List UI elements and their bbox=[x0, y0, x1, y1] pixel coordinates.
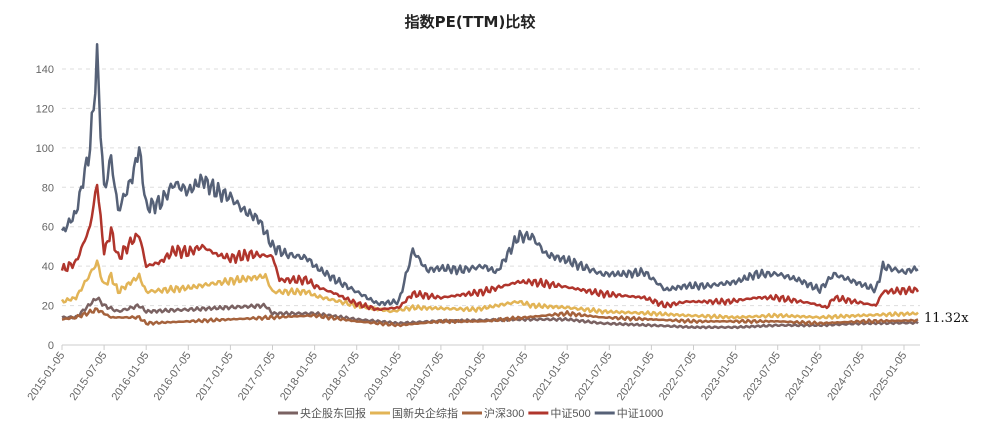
x-tick-label: 2015-07-05 bbox=[67, 350, 109, 403]
x-tick-label: 2016-07-05 bbox=[152, 350, 194, 403]
x-tick-label: 2023-01-05 bbox=[699, 350, 741, 403]
y-tick-label: 100 bbox=[36, 143, 54, 155]
series-line-2 bbox=[61, 307, 919, 328]
legend-item[interactable]: 中证500 bbox=[528, 407, 591, 420]
legend-label: 中证500 bbox=[550, 407, 590, 420]
x-tick-label: 2023-07-05 bbox=[741, 350, 783, 403]
x-tick-label: 2025-01-05 bbox=[867, 350, 909, 403]
y-tick-label: 80 bbox=[42, 182, 54, 194]
series-line-1 bbox=[60, 259, 919, 320]
y-tick-label: 20 bbox=[42, 301, 54, 313]
x-tick-label: 2018-01-05 bbox=[278, 350, 320, 403]
x-tick-label: 2020-01-05 bbox=[446, 350, 488, 403]
legend-label: 沪深300 bbox=[484, 406, 524, 420]
x-tick-label: 2017-01-05 bbox=[194, 350, 236, 403]
x-tick-label: 2021-07-05 bbox=[573, 350, 615, 403]
x-tick-label: 2015-01-05 bbox=[25, 350, 67, 403]
x-tick-label: 2019-01-05 bbox=[362, 350, 404, 403]
x-tick-label: 2024-07-05 bbox=[825, 350, 867, 403]
y-tick-label: 140 bbox=[36, 64, 54, 76]
y-tick-label: 60 bbox=[42, 222, 54, 234]
series-line-4 bbox=[60, 42, 919, 307]
y-tick-label: 40 bbox=[42, 261, 54, 273]
x-tick-label: 2019-07-05 bbox=[404, 350, 446, 403]
legend-label: 国新央企综指 bbox=[392, 406, 458, 420]
latest-value-annotation: 11.32x bbox=[924, 311, 969, 326]
y-tick-label: 120 bbox=[36, 103, 54, 115]
legend-item[interactable]: 沪深300 bbox=[462, 406, 524, 420]
x-tick-label: 2020-07-05 bbox=[488, 350, 530, 403]
legend-item[interactable]: 中证1000 bbox=[594, 407, 663, 420]
x-tick-label: 2016-01-05 bbox=[110, 350, 152, 403]
x-tick-label: 2021-01-05 bbox=[531, 350, 573, 403]
y-tick-label: 0 bbox=[48, 340, 54, 352]
x-tick-label: 2018-07-05 bbox=[320, 350, 362, 403]
series-line-0 bbox=[61, 296, 919, 330]
x-tick-label: 2024-01-05 bbox=[783, 350, 825, 403]
legend-label: 央企股东回报 bbox=[300, 406, 366, 420]
chart-title: 指数PE(TTM)比较 bbox=[405, 13, 536, 31]
series-line-3 bbox=[60, 183, 920, 312]
legend-item[interactable]: 国新央企综指 bbox=[370, 406, 458, 420]
x-tick-label: 2022-07-05 bbox=[657, 350, 699, 403]
legend-item[interactable]: 央企股东回报 bbox=[278, 406, 366, 420]
x-tick-label: 2022-01-05 bbox=[615, 350, 657, 403]
legend-label: 中证1000 bbox=[617, 407, 663, 420]
x-tick-label: 2017-07-05 bbox=[236, 350, 278, 403]
